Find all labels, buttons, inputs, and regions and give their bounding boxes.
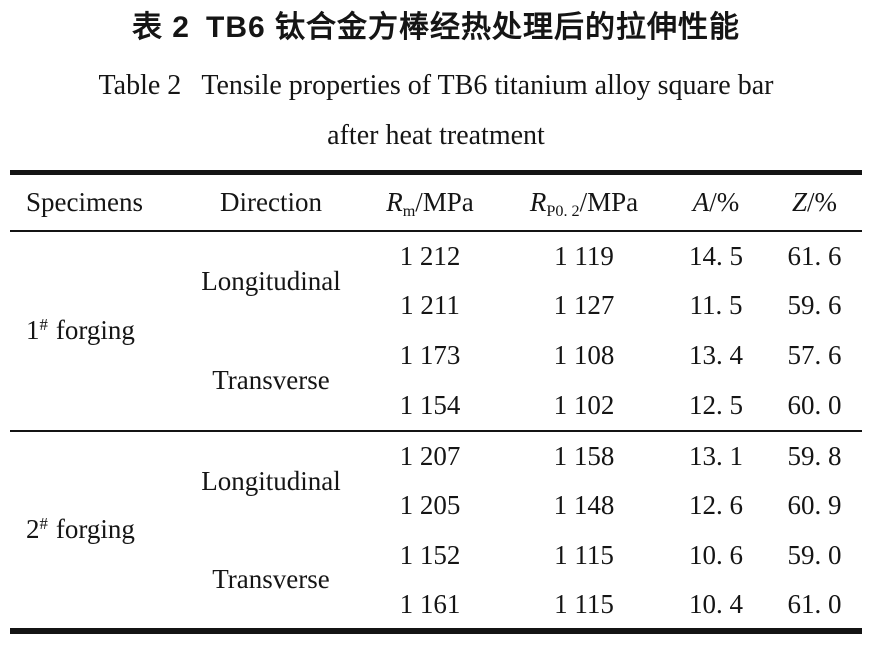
a-value: 13. 1 bbox=[689, 440, 743, 471]
rm-value: 1 207 bbox=[399, 440, 461, 471]
specimen-cell-2: 2# forging bbox=[10, 431, 185, 631]
rp02-value: 1 148 bbox=[553, 490, 615, 520]
table-caption-en-label: Table 2 bbox=[98, 70, 182, 101]
rm-subscript: m bbox=[402, 201, 416, 220]
table-caption-zh-text: TB6 钛合金方棒经热处理后的拉伸性能 bbox=[206, 11, 741, 44]
forging-1-block: 1# forging Longitudinal 1 212 1 119 14. 5… bbox=[10, 231, 862, 431]
a-value: 13. 4 bbox=[689, 340, 743, 370]
a-value: 12. 6 bbox=[689, 490, 743, 520]
rp02-unit: /MPa bbox=[579, 186, 639, 217]
table-caption-zh: 表 2 TB6 钛合金方棒经热处理后的拉伸性能 bbox=[0, 0, 872, 48]
table-row: 1# forging Longitudinal 1 212 1 119 14. 5… bbox=[10, 231, 862, 346]
z-symbol: Z bbox=[791, 186, 808, 217]
specimen-label: forging bbox=[55, 514, 135, 544]
direction-cell: Transverse bbox=[212, 364, 330, 395]
a-unit: /% bbox=[709, 186, 740, 217]
rm-value: 1 161 bbox=[399, 588, 461, 619]
rm-value: 1 154 bbox=[399, 389, 461, 420]
rp02-symbol: R bbox=[529, 186, 547, 217]
rm-value: 1 173 bbox=[399, 340, 461, 370]
col-header-rp02: RP0. 2/MPa bbox=[503, 173, 665, 231]
a-value: 14. 5 bbox=[689, 240, 743, 271]
tensile-properties-table: Specimens Direction Rm/MPa RP0. 2/MPa A/… bbox=[10, 170, 862, 634]
rp02-subscript: P0. 2 bbox=[546, 201, 580, 220]
rm-value: 1 212 bbox=[399, 240, 461, 271]
rm-unit: /MPa bbox=[415, 186, 474, 217]
specimen-cell-1: 1# forging bbox=[10, 231, 185, 431]
col-header-z: Z/% bbox=[767, 173, 862, 231]
table-row: 2# forging Longitudinal 1 207 1 158 13. 1… bbox=[10, 431, 862, 545]
z-value: 59. 8 bbox=[787, 440, 842, 471]
col-header-specimens: Specimens bbox=[26, 186, 143, 217]
a-value: 12. 5 bbox=[689, 389, 743, 420]
z-value: 60. 9 bbox=[787, 490, 842, 520]
table-header-row: Specimens Direction Rm/MPa RP0. 2/MPa A/… bbox=[10, 173, 862, 231]
z-value: 61. 6 bbox=[787, 240, 842, 271]
col-header-rm: Rm/MPa bbox=[357, 173, 503, 231]
direction-cell: Longitudinal bbox=[201, 265, 341, 296]
a-value: 10. 6 bbox=[689, 540, 743, 570]
rp02-value: 1 127 bbox=[553, 290, 615, 320]
z-value: 60. 0 bbox=[787, 389, 842, 420]
direction-cell: Longitudinal bbox=[201, 465, 341, 496]
col-header-direction: Direction bbox=[220, 186, 322, 217]
rp02-value: 1 102 bbox=[553, 389, 615, 420]
table-caption-zh-label: 表 2 bbox=[131, 11, 190, 44]
rp02-value: 1 119 bbox=[554, 240, 614, 271]
rp02-value: 1 108 bbox=[553, 340, 615, 370]
table-row: 1 211 1 127 11. 5 59. 6 bbox=[10, 281, 862, 331]
z-value: 59. 0 bbox=[787, 540, 842, 570]
specimen-number: 1 bbox=[26, 315, 40, 345]
col-header-a: A/% bbox=[665, 173, 767, 231]
specimen-number: 2 bbox=[26, 514, 40, 544]
table-row: 1 154 1 102 12. 5 60. 0 bbox=[10, 381, 862, 431]
table-row: 1 161 1 115 10. 4 61. 0 bbox=[10, 581, 862, 631]
table-row: Transverse 1 173 1 108 13. 4 57. 6 bbox=[10, 331, 862, 395]
table-row: 1 205 1 148 12. 6 60. 9 bbox=[10, 481, 862, 531]
rm-value: 1 152 bbox=[399, 540, 461, 570]
table-caption-en-line2: after heat treatment bbox=[327, 120, 545, 151]
table-caption-en-text: Tensile properties of TB6 titanium alloy… bbox=[201, 70, 774, 101]
rp02-value: 1 158 bbox=[553, 440, 615, 471]
a-value: 10. 4 bbox=[689, 588, 743, 619]
direction-cell: Transverse bbox=[212, 563, 330, 594]
rm-value: 1 211 bbox=[400, 290, 460, 320]
specimen-hash-sup: # bbox=[39, 513, 48, 533]
rp02-value: 1 115 bbox=[554, 588, 614, 619]
table-caption-en: Table 2 Tensile properties of TB6 titaniu… bbox=[0, 68, 872, 104]
rm-value: 1 205 bbox=[399, 490, 461, 520]
specimen-hash-sup: # bbox=[39, 314, 48, 334]
z-value: 61. 0 bbox=[787, 588, 842, 619]
table-row: Transverse 1 152 1 115 10. 6 59. 0 bbox=[10, 531, 862, 594]
rp02-value: 1 115 bbox=[554, 540, 614, 570]
forging-2-block: 2# forging Longitudinal 1 207 1 158 13. 1… bbox=[10, 431, 862, 631]
z-value: 57. 6 bbox=[787, 340, 842, 370]
z-value: 59. 6 bbox=[787, 290, 842, 320]
z-unit: /% bbox=[807, 186, 838, 217]
rm-symbol: R bbox=[386, 186, 403, 217]
a-symbol: A bbox=[692, 186, 710, 217]
specimen-label: forging bbox=[55, 315, 135, 345]
a-value: 11. 5 bbox=[689, 290, 743, 320]
